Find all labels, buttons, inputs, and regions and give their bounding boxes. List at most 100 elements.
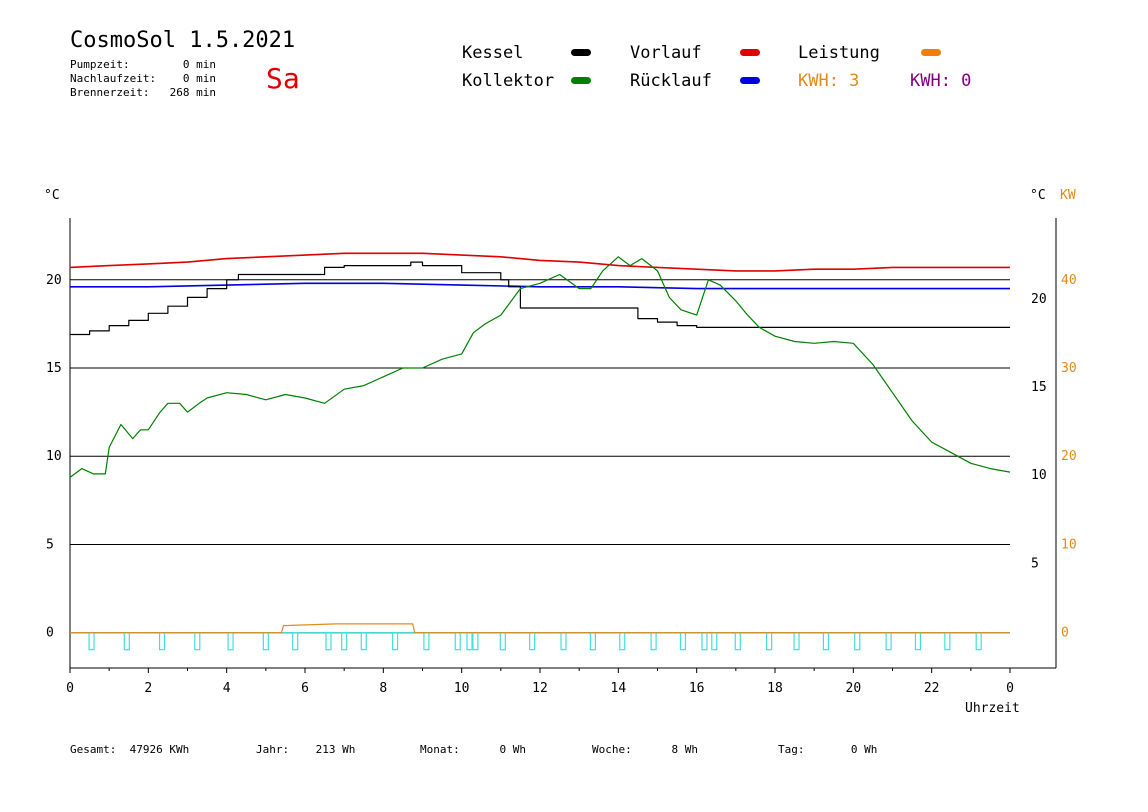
pump-pulse bbox=[391, 632, 399, 651]
y-left-tick-label: 20 bbox=[46, 273, 62, 288]
y-right-power-unit: KW bbox=[1060, 188, 1076, 203]
x-tick-label: 18 bbox=[767, 681, 783, 696]
pump-pulse bbox=[589, 632, 596, 651]
x-tick-label: 20 bbox=[846, 681, 862, 696]
footer-label: Gesamt: bbox=[70, 743, 117, 756]
footer-jahr: Jahr: 213 Wh bbox=[256, 743, 355, 756]
y-right-power-tick-label: 30 bbox=[1061, 361, 1077, 376]
y-right-power-tick-label: 0 bbox=[1061, 626, 1069, 641]
pump-pulse bbox=[227, 632, 234, 651]
y-left-tick-label: 0 bbox=[46, 626, 54, 641]
x-tick-label: 14 bbox=[611, 681, 627, 696]
legend-ruecklauf-label: Rücklauf bbox=[630, 71, 712, 91]
x-tick-label: 10 bbox=[454, 681, 470, 696]
stat-value: 0 min bbox=[182, 72, 216, 85]
pump-pulse bbox=[123, 632, 130, 651]
footer-label: Tag: bbox=[778, 743, 805, 756]
pump-pulse bbox=[885, 632, 892, 651]
y-right-power-tick-label: 40 bbox=[1061, 273, 1077, 288]
y-right-power-tick-label: 10 bbox=[1061, 537, 1077, 552]
pump-pulse bbox=[472, 632, 479, 651]
stat-value: 0 min bbox=[182, 58, 216, 71]
series-line-leistung bbox=[70, 623, 1010, 634]
footer-value: 0 Wh bbox=[499, 743, 527, 756]
pump-pulse bbox=[466, 632, 473, 651]
pump-pulse bbox=[454, 632, 461, 651]
x-tick-label: 22 bbox=[924, 681, 940, 696]
weekday-label: Sa bbox=[266, 62, 300, 95]
legend-leistung-label: Leistung bbox=[798, 43, 880, 63]
pump-pulse bbox=[914, 632, 922, 651]
x-tick-label: 4 bbox=[223, 681, 231, 696]
y-left-tick-label: 5 bbox=[46, 537, 54, 552]
pump-pulse bbox=[766, 632, 773, 651]
kwh-burner-label: KWH: 0 bbox=[910, 71, 972, 91]
series-line-kollektor bbox=[69, 256, 1011, 478]
pump-pulse bbox=[679, 632, 687, 651]
series-line-ruecklauf bbox=[70, 282, 1010, 290]
pump-pulse bbox=[499, 632, 506, 651]
pump-pulse bbox=[650, 632, 657, 651]
pump-pulse bbox=[262, 632, 269, 651]
stat-nachlaufzeit: Nachlaufzeit: 0 min bbox=[70, 72, 216, 85]
y-right-power-tick-label: 20 bbox=[1061, 449, 1077, 464]
footer-label: Monat: bbox=[420, 743, 460, 756]
legend-ruecklauf-swatch bbox=[740, 77, 760, 84]
y-left-tick-label: 10 bbox=[46, 449, 62, 464]
y-right-temp-tick-label: 20 bbox=[1031, 292, 1047, 307]
legend-leistung-swatch bbox=[921, 49, 941, 56]
pump-pulse bbox=[734, 632, 741, 651]
x-tick-label: 2 bbox=[144, 681, 152, 696]
pump-pulse bbox=[793, 632, 800, 651]
stat-label: Brennerzeit: bbox=[70, 86, 150, 99]
footer-value: 8 Wh bbox=[671, 743, 699, 756]
series-line-kessel bbox=[70, 261, 1010, 336]
y-right-temp-unit: °C bbox=[1030, 188, 1046, 203]
footer-label: Woche: bbox=[592, 743, 632, 756]
pump-pulse bbox=[194, 632, 201, 651]
x-tick-label: 0 bbox=[66, 681, 74, 696]
stat-label: Pumpzeit: bbox=[70, 58, 130, 71]
y-right-temp-tick-label: 5 bbox=[1031, 556, 1039, 571]
legend-vorlauf-swatch bbox=[740, 49, 760, 56]
pump-pulse bbox=[619, 632, 626, 651]
legend-kollektor-label: Kollektor bbox=[462, 71, 555, 91]
y-right-temp-tick-label: 15 bbox=[1031, 380, 1047, 395]
x-tick-label: 16 bbox=[689, 681, 705, 696]
series-line-vorlauf bbox=[69, 252, 1010, 272]
stat-pumpzeit: Pumpzeit: 0 min bbox=[70, 58, 216, 71]
y-left-unit: °C bbox=[44, 188, 60, 203]
footer-gesamt: Gesamt: 47926 KWh bbox=[70, 743, 189, 756]
legend-kessel-swatch bbox=[571, 49, 591, 56]
pump-pulse bbox=[975, 632, 982, 651]
stat-brennerzeit: Brennerzeit: 268 min bbox=[70, 86, 216, 99]
stat-label: Nachlaufzeit: bbox=[70, 72, 157, 85]
stat-value: 268 min bbox=[169, 86, 216, 99]
pump-pulse bbox=[423, 632, 430, 651]
pump-pulse bbox=[822, 632, 830, 651]
pump-pulse bbox=[158, 632, 166, 651]
footer-label: Jahr: bbox=[256, 743, 290, 756]
y-left-tick-label: 15 bbox=[46, 361, 62, 376]
pump-pulse bbox=[360, 632, 367, 651]
pump-pulse bbox=[560, 632, 567, 651]
x-tick-label: 6 bbox=[301, 681, 309, 696]
footer-value: 0 Wh bbox=[850, 743, 878, 756]
footer-value: 47926 KWh bbox=[129, 743, 190, 756]
y-right-temp-tick-label: 10 bbox=[1031, 468, 1047, 483]
x-tick-label: 12 bbox=[532, 681, 548, 696]
pump-pulse bbox=[854, 632, 861, 651]
page-title: CosmoSol 1.5.2021 bbox=[70, 28, 296, 53]
pump-pulse bbox=[701, 632, 708, 651]
pump-pulse bbox=[341, 632, 348, 651]
x-axis-label: Uhrzeit bbox=[965, 701, 1020, 716]
x-tick-label: 8 bbox=[379, 681, 387, 696]
x-tick-label: 0 bbox=[1006, 681, 1014, 696]
footer-monat: Monat: 0 Wh bbox=[420, 743, 526, 756]
pump-pulse bbox=[944, 632, 951, 651]
pump-pulse bbox=[292, 632, 299, 651]
legend-kessel-label: Kessel bbox=[462, 43, 524, 63]
footer-tag: Tag: 0 Wh bbox=[778, 743, 877, 756]
pump-pulse bbox=[711, 632, 718, 651]
